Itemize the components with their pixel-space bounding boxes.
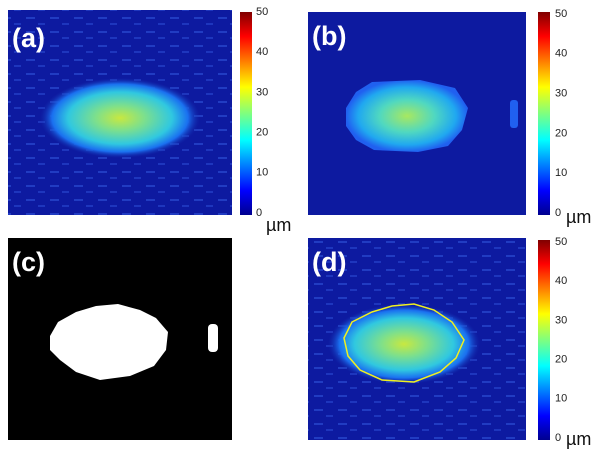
panel-label: (a) — [12, 23, 45, 53]
colorbar-tick-label: 30 — [555, 88, 567, 100]
panel-label: (c) — [12, 247, 45, 277]
colorbar-tick-label: 20 — [555, 127, 567, 139]
colorbar-tick-label: 50 — [555, 236, 567, 248]
panel-d: (d) 0 10 20 30 40 50 µm — [308, 236, 591, 449]
colorbar-tick-label: 10 — [256, 167, 268, 179]
colorbar-tick-label: 20 — [555, 354, 567, 366]
colorbar-tick-label: 40 — [256, 46, 268, 58]
heatmap-blob — [510, 100, 518, 128]
colorbar-tick-label: 40 — [555, 275, 567, 287]
colorbar-unit: µm — [566, 429, 591, 449]
colorbar-unit: µm — [566, 207, 591, 227]
mask-blob — [208, 324, 218, 352]
colorbar-tick-label: 20 — [256, 127, 268, 139]
colorbar — [538, 240, 550, 440]
colorbar-tick-label: 0 — [256, 207, 262, 219]
colorbar-tick-label: 40 — [555, 48, 567, 60]
heatmap-spot — [40, 78, 200, 158]
heatmap-spot — [346, 80, 468, 152]
colorbar-tick-label: 10 — [555, 167, 567, 179]
colorbar-tick-label: 30 — [256, 86, 268, 98]
mask-region — [50, 304, 168, 380]
colorbar-tick-label: 50 — [256, 6, 268, 18]
panel-b: (b) 0 10 20 30 40 50 µm — [308, 8, 591, 227]
panel-label: (d) — [312, 247, 346, 277]
colorbar-tick-label: 30 — [555, 314, 567, 326]
colorbar-unit: µm — [266, 215, 291, 235]
colorbar-tick-label: 0 — [555, 207, 561, 219]
contour — [343, 303, 465, 383]
colorbar-tick-label: 10 — [555, 393, 567, 405]
heatmap-spot — [328, 304, 480, 384]
panel-c: (c) — [8, 238, 232, 440]
panel-a: (a) 0 10 20 30 40 50 µm — [8, 6, 291, 235]
colorbar — [240, 12, 252, 215]
colorbar-tick-label: 0 — [555, 432, 561, 444]
panel-label: (b) — [312, 21, 346, 51]
colorbar — [538, 12, 550, 215]
colorbar-tick-label: 50 — [555, 8, 567, 20]
